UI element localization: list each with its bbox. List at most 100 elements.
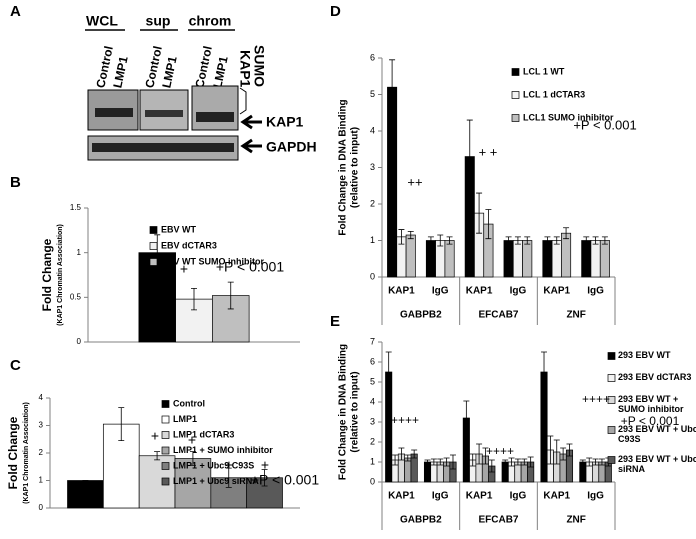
- y-tick-label: 1.5: [70, 203, 82, 212]
- panel-letter: C: [10, 357, 21, 374]
- error-bar: [547, 435, 554, 465]
- legend-label: LMP1 dCTAR3: [173, 429, 234, 439]
- x-tick-label: IgG: [587, 491, 604, 502]
- annotation: +P < 0.001: [573, 117, 636, 132]
- bar: [522, 240, 533, 278]
- legend-label: LCL 1 WT: [523, 66, 565, 76]
- legend-label: EBV dCTAR3: [161, 240, 217, 250]
- error-bar: [592, 458, 599, 466]
- error-bar: [601, 236, 608, 245]
- annotation: ++++: [582, 392, 610, 406]
- x-tick-label: KAP1: [388, 491, 415, 502]
- legend-label: 293 EBV WT: [618, 350, 671, 360]
- arrow: [240, 114, 262, 130]
- y-axis-sublabel: (KAP1 Chromatin Association): [57, 224, 64, 326]
- error-bar: [404, 454, 411, 462]
- legend-label: 293 EBV WT + Ubc9 siRNA: [618, 454, 696, 474]
- x-tick-label: IgG: [432, 491, 449, 502]
- legend-entry: 293 EBV WT + Ubc9 siRNA: [618, 454, 696, 474]
- error-bar: [398, 229, 405, 245]
- error-bar: [398, 447, 405, 461]
- y-tick-label: 0: [39, 503, 44, 512]
- error-bar: [514, 236, 521, 245]
- bar: [551, 240, 562, 278]
- legend-swatch: [161, 462, 170, 470]
- error-bar: [154, 451, 161, 461]
- panel-letter: A: [10, 3, 21, 20]
- error-bar: [476, 443, 483, 465]
- annotation: +: [261, 457, 269, 473]
- annotation: +P < 0.001: [251, 472, 319, 488]
- y-tick-label: 3: [39, 421, 44, 430]
- error-bar: [592, 236, 599, 245]
- legend-label: LCL 1 dCTAR3: [523, 89, 585, 99]
- error-bar: [514, 458, 521, 466]
- side-label: KAP1: [237, 50, 253, 88]
- y-tick-label: 3: [370, 416, 375, 426]
- legend-entry: 293 EBV WT: [618, 350, 671, 360]
- bar: [599, 240, 610, 278]
- bar: [503, 240, 514, 278]
- y-tick-label: 2: [370, 198, 375, 208]
- x-tick-label: KAP1: [388, 286, 415, 297]
- error-bar: [505, 236, 512, 245]
- y-tick-label: 4: [39, 393, 44, 402]
- error-bar: [527, 456, 534, 468]
- legend-entry: 293 EBV WT + Ubc9 C93S: [618, 424, 696, 444]
- error-bar: [392, 454, 399, 466]
- error-bar: [411, 449, 418, 459]
- annotation: +P < 0.001: [216, 259, 284, 275]
- y-tick-label: 7: [370, 336, 375, 346]
- bar: [512, 240, 523, 278]
- legend-label: LMP1: [173, 414, 197, 424]
- legend-label: 293 EBV WT + Ubc9 C93S: [618, 424, 696, 444]
- x-tick-label: IgG: [510, 491, 527, 502]
- legend-swatch: [607, 456, 616, 464]
- error-bar: [466, 119, 473, 194]
- panel-letter: D: [330, 3, 341, 20]
- lane-label: chrom: [189, 13, 232, 29]
- error-bar: [488, 459, 495, 473]
- side-label: SUMO: [251, 45, 267, 87]
- y-tick-label: 1: [77, 248, 82, 257]
- x-tick-label: KAP1: [543, 286, 570, 297]
- error-bar: [482, 447, 489, 465]
- x-tick-label: KAP1: [466, 491, 493, 502]
- error-bar: [427, 236, 434, 245]
- group-label: GABPB2: [400, 515, 442, 526]
- y-tick-label: 2: [39, 448, 44, 457]
- error-bar: [430, 458, 437, 466]
- lane-sample: LMP1: [210, 55, 230, 90]
- legend-swatch: [161, 477, 170, 486]
- bar: [387, 86, 398, 278]
- group-label: EFCAB7: [478, 515, 518, 526]
- error-bar: [443, 457, 450, 467]
- error-bar: [449, 454, 456, 470]
- annotation: ++++: [486, 444, 514, 458]
- annotation: +: [144, 263, 152, 279]
- annotation: +: [225, 457, 233, 473]
- x-tick-label: KAP1: [543, 491, 570, 502]
- legend-swatch: [161, 400, 170, 408]
- y-tick-label: 1: [39, 476, 44, 485]
- error-bar: [583, 236, 590, 245]
- legend-label: 293 EBV dCTAR3: [618, 372, 692, 382]
- y-tick-label: 4: [370, 396, 375, 406]
- annotation: +: [188, 432, 196, 448]
- annotation: + +: [479, 144, 498, 159]
- group-label: ZNF: [566, 310, 585, 321]
- blot-band: [145, 110, 183, 117]
- legend-swatch: [161, 415, 170, 424]
- arrow: [240, 138, 262, 154]
- bar: [174, 458, 212, 509]
- y-tick-label: 0.5: [70, 292, 82, 301]
- legend-swatch: [511, 91, 520, 99]
- bracket: [239, 87, 247, 115]
- annotation: ++: [407, 174, 422, 189]
- legend-label: LCL1 SUMO inhibitor: [523, 112, 614, 122]
- y-tick-label: 3: [370, 162, 375, 172]
- error-bar: [407, 230, 414, 240]
- error-bar: [469, 453, 476, 467]
- bar: [423, 461, 432, 483]
- error-bar: [437, 234, 444, 247]
